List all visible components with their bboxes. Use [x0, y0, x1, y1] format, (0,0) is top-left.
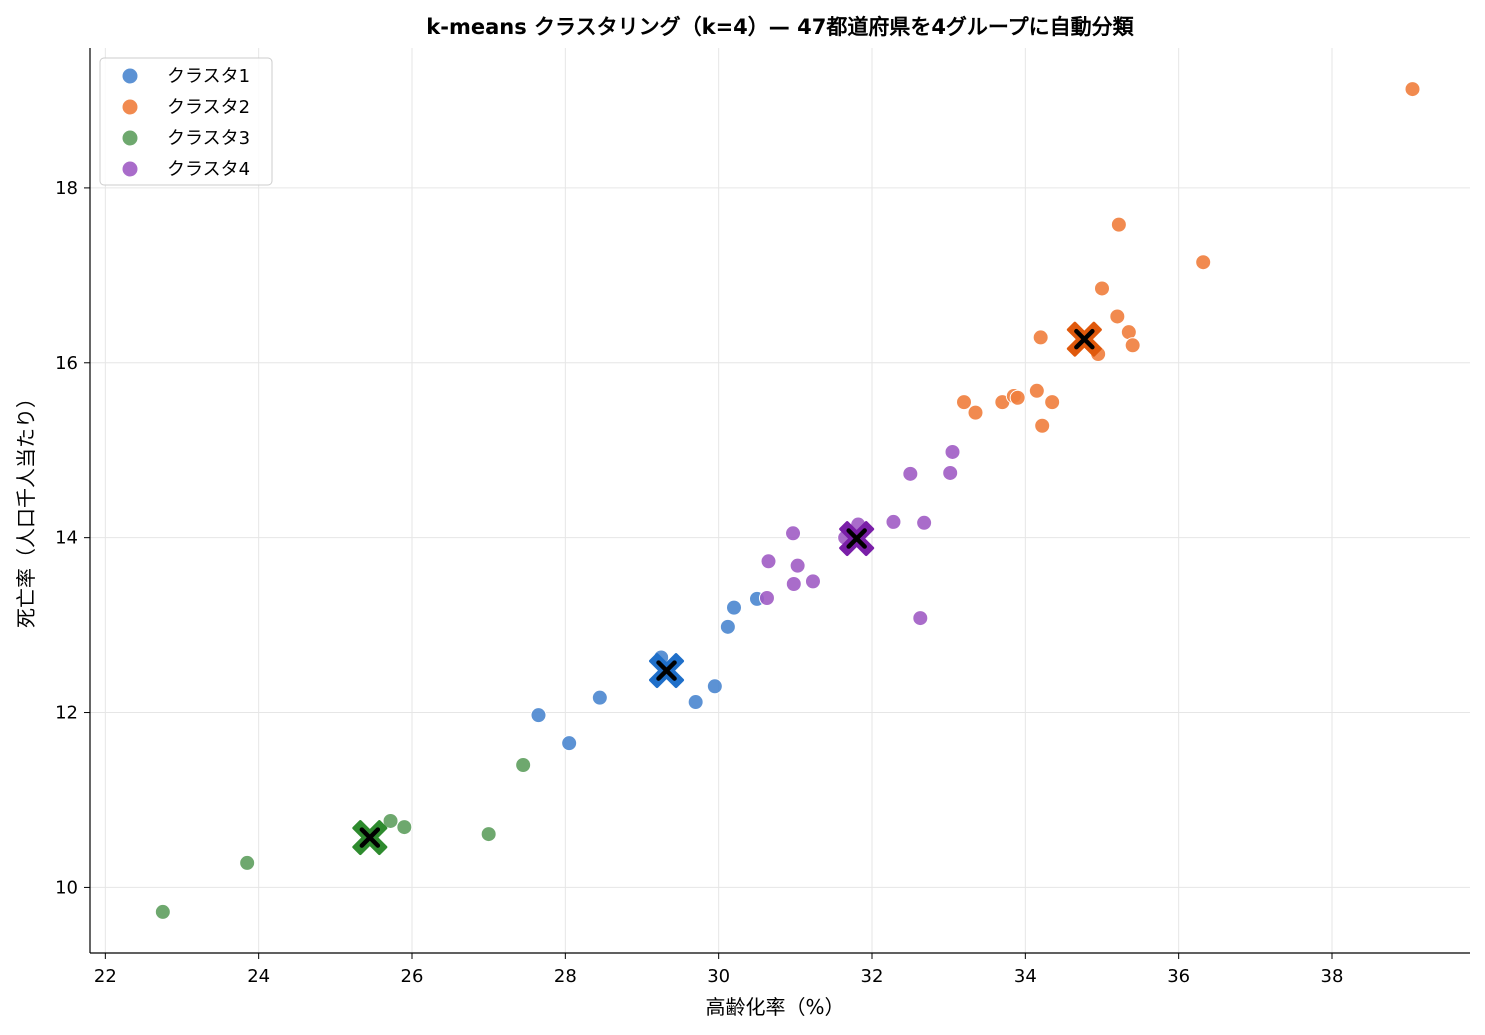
- data-point-cluster-2: [1032, 329, 1049, 346]
- legend-box: [99, 57, 273, 186]
- x-axis-label: 高齢化率（%）: [705, 995, 844, 1019]
- data-point-cluster-4: [760, 553, 777, 570]
- x-ticks: 22 24 26 28 30 32 34 36 38: [94, 953, 1344, 987]
- legend-marker-cluster-4: [122, 161, 138, 177]
- data-point-cluster-3: [480, 826, 497, 843]
- data-point-cluster-4: [804, 573, 821, 590]
- legend-label-cluster-3: クラスタ3: [167, 128, 250, 149]
- data-point-cluster-2: [1110, 216, 1127, 233]
- data-point-cluster-4: [785, 525, 802, 542]
- data-point-cluster-3: [382, 812, 399, 829]
- data-point-cluster-4: [785, 576, 802, 593]
- data-point-cluster-3: [396, 819, 413, 836]
- x-tick-label: 32: [861, 966, 884, 987]
- data-point-cluster-4: [912, 610, 929, 627]
- x-tick-label: 38: [1321, 966, 1344, 987]
- data-point-cluster-3: [239, 854, 256, 871]
- data-point-cluster-1: [706, 678, 723, 695]
- data-point-cluster-3: [515, 757, 532, 774]
- axes: [89, 48, 1470, 954]
- data-point-cluster-2: [1094, 280, 1110, 297]
- data-point-cluster-2: [956, 394, 972, 411]
- data-point-cluster-4: [758, 589, 775, 606]
- x-tick-label: 28: [554, 966, 577, 987]
- data-point-cluster-2: [1009, 389, 1026, 406]
- data-point-cluster-4: [885, 513, 902, 530]
- x-tick-label: 36: [1167, 966, 1190, 987]
- chart-title: k-means クラスタリング（k=4）— 47都道府県を4グループに自動分類: [426, 15, 1134, 39]
- legend-label-cluster-4: クラスタ4: [167, 159, 250, 180]
- grid-lines: [90, 48, 1470, 953]
- data-point-cluster-3: [154, 903, 171, 920]
- legend-label-cluster-2: クラスタ2: [167, 97, 250, 118]
- data-point-cluster-2: [1044, 394, 1061, 411]
- y-tick-label: 14: [55, 528, 78, 549]
- legend-label-cluster-1: クラスタ1: [167, 66, 250, 87]
- data-point-cluster-2: [1109, 308, 1126, 325]
- legend: クラスタ1 クラスタ2 クラスタ3 クラスタ4: [99, 57, 273, 186]
- centroid-cross-cluster-3: [359, 827, 381, 848]
- x-tick-label: 30: [707, 966, 730, 987]
- data-point-cluster-2: [1028, 382, 1045, 399]
- data-point-cluster-4: [944, 443, 961, 460]
- data-point-cluster-2: [1124, 337, 1141, 354]
- data-point-cluster-2: [967, 404, 984, 421]
- y-tick-label: 16: [55, 353, 78, 374]
- data-point-cluster-4: [902, 465, 919, 482]
- centroid-cross-cluster-2: [1074, 328, 1095, 350]
- y-tick-label: 18: [55, 178, 78, 199]
- centroid-cross-cluster-4: [846, 528, 867, 549]
- data-point-cluster-1: [561, 735, 578, 752]
- legend-marker-cluster-3: [122, 130, 138, 146]
- y-ticks: 10 12 14 16 18: [55, 178, 90, 898]
- x-tick-label: 26: [401, 966, 424, 987]
- data-point-cluster-1: [591, 689, 608, 706]
- data-point-cluster-2: [1034, 417, 1051, 434]
- x-tick-label: 22: [94, 966, 117, 987]
- data-point-cluster-2: [1195, 254, 1212, 271]
- y-axis-label: 死亡率（人口千人当たり）: [14, 388, 38, 628]
- x-tick-label: 24: [247, 966, 270, 987]
- centroid-cross-cluster-1: [656, 660, 677, 681]
- data-point-cluster-4: [789, 557, 806, 574]
- data-point-cluster-1: [687, 694, 704, 711]
- data-points: [154, 81, 1421, 920]
- data-point-cluster-4: [916, 514, 933, 531]
- y-tick-label: 10: [55, 877, 78, 898]
- legend-marker-cluster-1: [122, 68, 138, 84]
- data-point-cluster-4: [942, 464, 959, 481]
- legend-marker-cluster-2: [122, 99, 138, 115]
- y-tick-label: 12: [55, 703, 78, 724]
- x-tick-label: 34: [1014, 966, 1037, 987]
- centroid-markers: [352, 321, 1102, 856]
- data-point-cluster-2: [1404, 81, 1421, 98]
- data-point-cluster-1: [719, 618, 736, 635]
- data-point-cluster-1: [530, 707, 547, 724]
- data-point-cluster-1: [726, 599, 742, 616]
